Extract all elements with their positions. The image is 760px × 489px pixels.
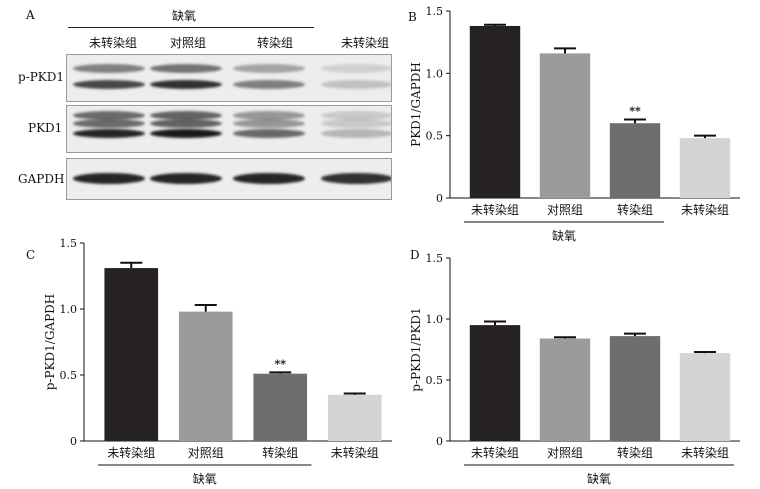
category-label: 未转染组 xyxy=(681,445,729,460)
bar xyxy=(469,325,521,441)
bar xyxy=(609,123,661,198)
blot-band xyxy=(73,129,145,138)
blot-band xyxy=(73,173,145,184)
group-label: 缺氧 xyxy=(587,471,611,486)
hypoxia-group-label: 缺氧 xyxy=(172,9,197,23)
category-label: 未转染组 xyxy=(471,202,519,217)
y-tick-label: 1.0 xyxy=(426,313,444,326)
bar xyxy=(539,53,591,199)
category-label: 对照组 xyxy=(547,203,583,217)
y-tick-label: 0.5 xyxy=(60,369,78,382)
blot-band xyxy=(321,80,391,89)
lane-label-4: 未转染组 xyxy=(340,36,389,50)
blot-image-pkd1 xyxy=(66,105,392,153)
y-tick-label: 0 xyxy=(436,435,443,448)
blot-band xyxy=(321,119,391,128)
significance-marker: ** xyxy=(629,104,641,117)
hypoxia-bracket-line xyxy=(68,27,314,28)
y-tick-label: 1.0 xyxy=(60,303,78,316)
bar xyxy=(253,373,308,441)
blot-band xyxy=(73,119,145,128)
blot-band xyxy=(150,119,222,128)
y-tick-label: 1.5 xyxy=(426,252,444,265)
bar xyxy=(178,311,233,441)
y-tick-label: 0 xyxy=(436,192,443,205)
blot-band xyxy=(150,64,222,73)
blot-band xyxy=(150,111,222,120)
bar xyxy=(679,353,731,441)
blot-label-gapdh: GAPDH xyxy=(18,172,65,186)
bar xyxy=(104,268,159,441)
bar xyxy=(539,338,591,441)
y-axis-label: p-PKD1/GAPDH xyxy=(43,294,57,391)
category-label: 未转染组 xyxy=(331,445,379,460)
blot-band xyxy=(73,111,145,120)
blot-band xyxy=(73,80,145,89)
y-tick-label: 0.5 xyxy=(426,130,444,143)
blot-label-p-pkd1: p-PKD1 xyxy=(18,70,65,84)
category-label: 未转染组 xyxy=(107,445,155,460)
panel-c-letter: C xyxy=(26,248,36,262)
panel-d-letter: D xyxy=(410,248,420,262)
blot-band xyxy=(233,64,305,73)
blot-band xyxy=(321,64,391,73)
blot-image-p-pkd1 xyxy=(66,54,392,102)
blot-band xyxy=(321,129,391,138)
blot-band xyxy=(233,173,305,184)
blot-image-gapdh xyxy=(66,158,392,200)
bar xyxy=(679,138,731,198)
y-tick-label: 1.5 xyxy=(426,5,444,18)
lane-label-1: 未转染组 xyxy=(88,36,137,50)
significance-marker: ** xyxy=(274,357,286,370)
bar xyxy=(327,394,382,441)
category-label: 转染组 xyxy=(617,445,653,460)
blot-band xyxy=(150,173,222,184)
category-label: 转染组 xyxy=(262,445,298,460)
blot-band xyxy=(150,129,222,138)
blot-label-pkd1: PKD1 xyxy=(28,121,63,135)
category-label: 对照组 xyxy=(547,446,583,460)
blot-band xyxy=(73,64,145,73)
y-tick-label: 1.5 xyxy=(60,237,78,250)
panel-b-letter: B xyxy=(408,10,417,24)
y-axis-label: PKD1/GAPDH xyxy=(409,62,423,147)
group-label: 缺氧 xyxy=(552,228,576,243)
category-label: 转染组 xyxy=(617,202,653,217)
category-label: 未转染组 xyxy=(681,202,729,217)
blot-band xyxy=(233,111,305,120)
panel-a-letter: A xyxy=(26,8,35,22)
y-tick-label: 1.0 xyxy=(426,67,444,80)
lane-label-3: 转染组 xyxy=(256,36,293,50)
blot-band xyxy=(150,80,222,89)
blot-band xyxy=(321,111,391,120)
y-tick-label: 0 xyxy=(70,435,77,448)
group-label: 缺氧 xyxy=(193,471,217,486)
bar xyxy=(469,25,521,199)
category-label: 对照组 xyxy=(188,446,224,460)
category-label: 未转染组 xyxy=(471,445,519,460)
y-tick-label: 0.5 xyxy=(426,374,444,387)
bar xyxy=(609,336,661,441)
lane-label-2: 对照组 xyxy=(169,36,206,50)
blot-band xyxy=(233,129,305,138)
blot-band xyxy=(233,119,305,128)
blot-band xyxy=(233,80,305,89)
y-axis-label: p-PKD1/PKD1 xyxy=(409,307,423,391)
blot-band xyxy=(321,173,391,184)
